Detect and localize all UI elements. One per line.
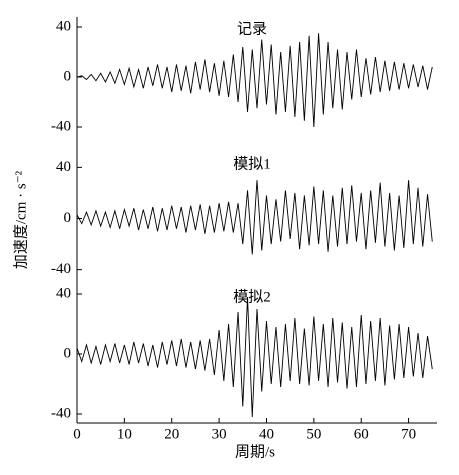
x-axis-label: 周期/s	[235, 443, 275, 460]
series-line	[76, 180, 433, 255]
x-tick-label: 10	[117, 426, 132, 442]
y-tick-label: -40	[51, 261, 71, 277]
x-tick-label: 0	[73, 426, 81, 442]
y-tick-label: 0	[64, 345, 72, 361]
series-line	[76, 296, 433, 418]
panel-title: 模拟1	[233, 155, 271, 172]
x-tick-label: 20	[164, 426, 179, 442]
y-tick-label: 40	[56, 285, 71, 301]
panel-title: 记录	[237, 20, 267, 37]
y-tick-label: -40	[51, 118, 71, 134]
series-line	[76, 33, 433, 128]
y-tick-label: 40	[56, 18, 71, 34]
x-tick-label: 60	[354, 426, 369, 442]
y-tick-label: 0	[64, 210, 72, 226]
x-tick-label: 30	[212, 426, 227, 442]
x-tick-label: 40	[259, 426, 274, 442]
y-tick-label: 40	[56, 159, 71, 175]
x-tick-label: 50	[306, 426, 321, 442]
y-tick-label: 0	[64, 68, 72, 84]
panel-title: 模拟2	[233, 288, 271, 305]
y-tick-label: -40	[51, 405, 71, 421]
y-axis-label: 加速度/cm · s⁻²	[12, 170, 29, 269]
x-tick-label: 70	[401, 426, 416, 442]
